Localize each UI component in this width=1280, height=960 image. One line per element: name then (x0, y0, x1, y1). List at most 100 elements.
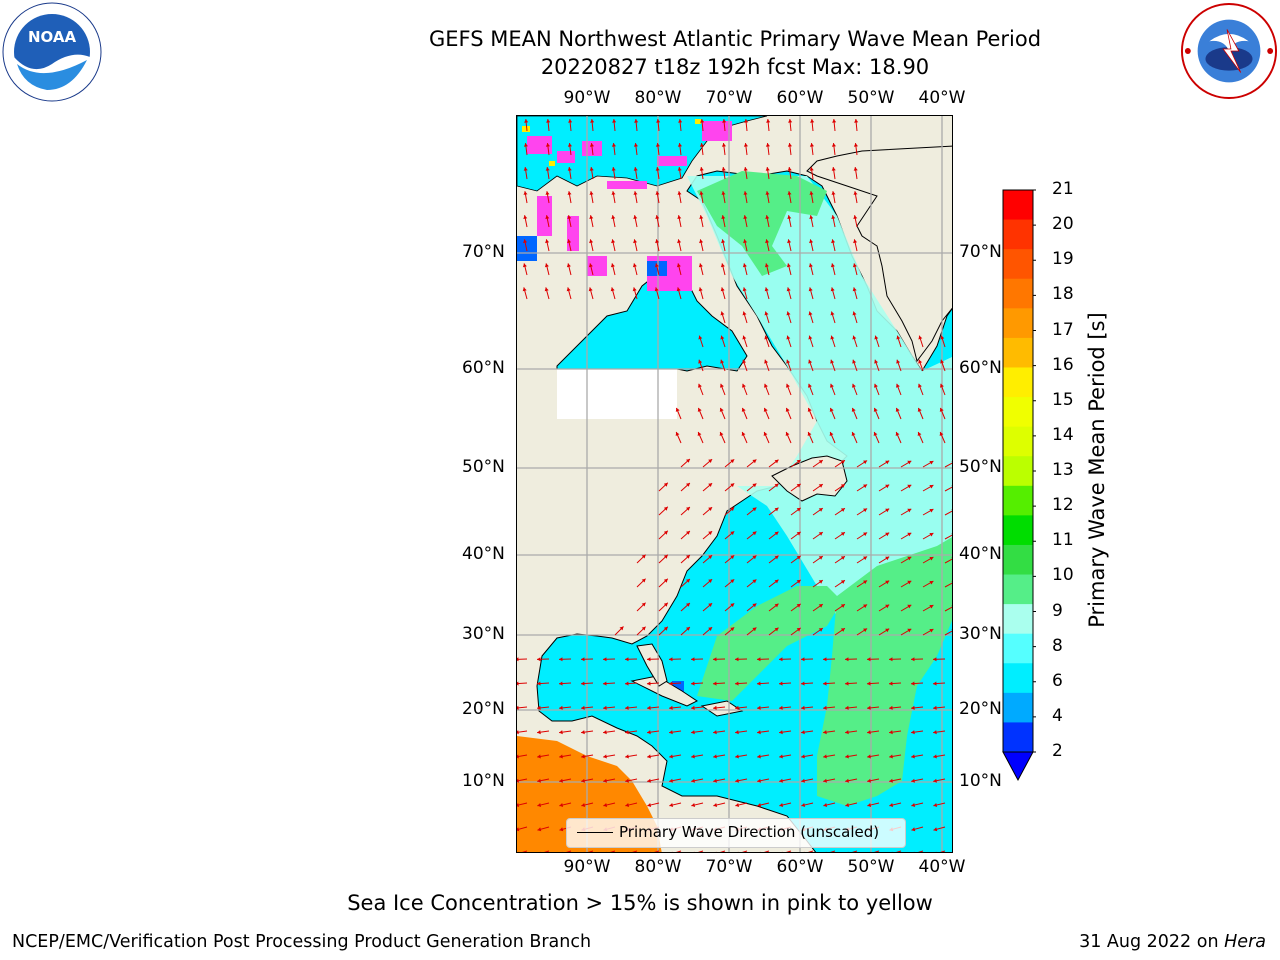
wave-arrow-head (852, 287, 857, 292)
wave-arrow-head (831, 167, 836, 171)
wave-arrow-head (801, 681, 805, 686)
colorbar-segment (1003, 190, 1033, 221)
lon-label-bottom-80w: 80°W (634, 857, 682, 877)
wave-arrow-head (911, 657, 915, 662)
wave-arrow-head (752, 507, 757, 512)
colorbar-tick-label: 18 (1052, 284, 1074, 305)
wave-arrow-head (655, 143, 660, 147)
wave-arrow-head (911, 681, 915, 686)
wave-arrow-head (559, 705, 563, 710)
wave-arrow-head (730, 507, 735, 512)
lon-label-top-40w: 40°W (918, 88, 966, 108)
wave-arrow-head (523, 143, 528, 147)
wave-arrow-head (801, 754, 805, 759)
wave-arrow-head (786, 287, 791, 292)
wave-arrow-head (625, 778, 629, 783)
wave-arrow-head (691, 705, 695, 710)
wave-arrow-head (730, 531, 735, 536)
wave-arrow-head (603, 803, 608, 807)
wave-arrow-head (581, 778, 585, 783)
wave-arrow-head (796, 603, 801, 608)
wave-arrow-head (720, 359, 725, 364)
wave-arrow-head (698, 335, 703, 340)
wave-arrow-head (788, 119, 793, 123)
hudson-bay (556, 265, 748, 372)
wave-arrow-head (641, 626, 646, 631)
wave-arrow-head (831, 215, 836, 219)
wave-arrow-head (796, 483, 801, 488)
wave-arrow-head (517, 754, 519, 759)
wave-arrow (944, 630, 952, 636)
wave-arrow-head (911, 778, 915, 783)
wave-arrow-head (757, 803, 762, 807)
wave-arrow-head (933, 778, 937, 783)
wave-arrow-head (719, 432, 724, 436)
wave-arrow-head (647, 657, 651, 662)
wave-arrow-head (933, 827, 938, 832)
wave-arrow-head (743, 167, 748, 171)
wave-arrow-head (522, 287, 527, 292)
wave-arrow-head (735, 705, 739, 710)
colorbar-tick-label: 4 (1052, 705, 1063, 726)
wave-arrow-head (867, 730, 871, 735)
wave-arrow (587, 850, 594, 852)
wave-arrow-head (752, 603, 757, 608)
wave-arrow-head (517, 851, 519, 852)
wave-arrow-head (796, 507, 801, 512)
wave-arrow-head (840, 580, 845, 584)
wave-arrow-head (537, 730, 541, 735)
wave-arrow-head (752, 627, 757, 632)
wave-arrow-head (686, 507, 690, 511)
wave-arrow-head (743, 143, 748, 147)
wave-arrow-head (627, 851, 629, 852)
wave-arrow-head (757, 730, 761, 735)
wave-arrow-head (907, 484, 912, 489)
wave-arrow (873, 850, 880, 852)
wave-arrow-head (625, 730, 629, 735)
wave-arrow-head (720, 335, 725, 340)
wave-arrow (517, 682, 528, 685)
wave-arrow-head (641, 602, 646, 607)
wave-arrow (543, 850, 550, 852)
wave-arrow-head (699, 239, 704, 244)
wave-arrow-head (743, 239, 748, 244)
wave-arrow-head (867, 681, 871, 686)
wave-arrow-head (809, 191, 814, 195)
wave-arrow-head (686, 459, 690, 463)
wave-arrow-head (517, 657, 519, 662)
wave-arrow-head (752, 579, 757, 584)
colorbar-segment (1003, 397, 1033, 428)
colorbar-extend-arrow (1002, 751, 1034, 782)
wave-arrow-head (743, 191, 748, 195)
colorbar-tick-label: 17 (1052, 319, 1074, 340)
wave-arrow-head (686, 627, 690, 631)
wave-arrow-head (917, 407, 922, 412)
wave-arrow-head (669, 778, 673, 783)
colorbar-tick-label: 10 (1052, 565, 1074, 586)
wave-arrow-head (759, 851, 761, 852)
wave-arrow-head (721, 191, 726, 195)
wave-arrow-head (940, 335, 945, 340)
wave-arrow-head (873, 407, 878, 412)
colorbar-segment (1003, 574, 1033, 605)
wave-arrow-head (889, 754, 893, 759)
wave-arrow-head (869, 851, 871, 852)
wave-arrow-head (537, 681, 541, 686)
wave-arrow-head (863, 556, 868, 561)
wave-arrow-head (715, 851, 717, 852)
wave-arrow (807, 850, 814, 852)
wave-arrow-head (907, 628, 912, 633)
wave-arrow-head (566, 287, 571, 292)
wave-arrow-head (757, 754, 761, 759)
wave-arrow-head (649, 851, 651, 852)
wave-arrow-head (889, 803, 894, 807)
wave-arrow-head (654, 263, 659, 268)
wave-arrow-head (765, 215, 770, 219)
wave-arrow-head (929, 605, 934, 609)
wave-arrow-head (951, 485, 952, 486)
wave-arrow-head (713, 778, 717, 783)
wave-arrow-head (677, 191, 682, 195)
wave-arrow-head (654, 287, 659, 292)
wave-arrow-head (581, 730, 585, 735)
nws-logo-icon (1180, 2, 1278, 100)
